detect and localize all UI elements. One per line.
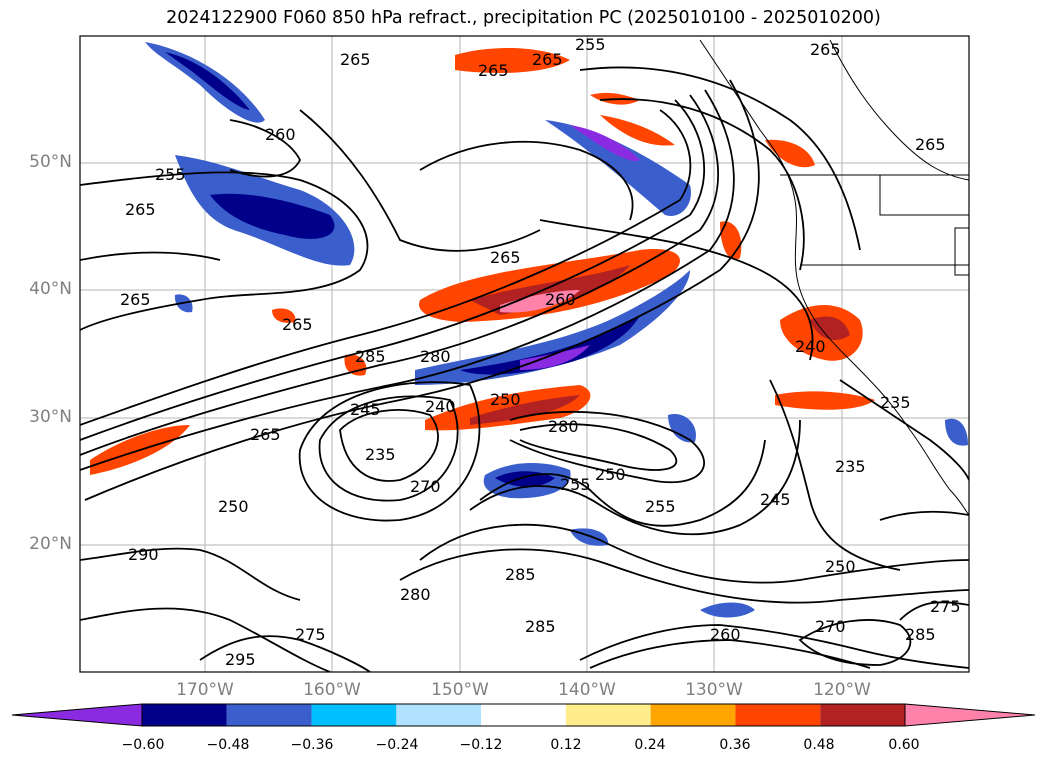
contour-label: 280 — [548, 417, 579, 436]
contour-label: 250 — [490, 390, 521, 409]
coastline — [699, 39, 969, 516]
colorbar-tick-label: 0.24 — [634, 737, 666, 753]
contour-label: 235 — [880, 393, 911, 412]
contour-label: 265 — [532, 50, 563, 69]
lon-label: 160°W — [303, 680, 361, 700]
refractivity-contours — [80, 66, 969, 672]
colorbar-extend-high — [904, 703, 1036, 727]
colorbar-extend-low — [11, 703, 143, 727]
map-title: 2024122900 F060 850 hPa refract., precip… — [166, 8, 881, 28]
contour-label: 260 — [545, 290, 576, 309]
contour-label: 255 — [575, 35, 606, 54]
contour-label: 235 — [835, 457, 866, 476]
colorbar-tick-label: −0.60 — [121, 737, 165, 753]
colorbar-swatch — [142, 704, 227, 726]
contour-label: 285 — [905, 625, 936, 644]
lon-label: 150°W — [431, 680, 489, 700]
contour-label: 275 — [295, 625, 326, 644]
contour-label: 265 — [810, 40, 841, 59]
colorbar-tick-label: −0.24 — [375, 737, 419, 753]
colorbar-frame — [141, 703, 906, 727]
contour-label: 240 — [795, 337, 826, 356]
contour-label: 265 — [250, 425, 281, 444]
contour-label: 255 — [155, 165, 186, 184]
contour-label: 295 — [225, 650, 256, 669]
contour-label: 245 — [760, 490, 791, 509]
colorbar-tick-label: 0.36 — [719, 737, 751, 753]
contour-label: 250 — [595, 465, 626, 484]
contour-label: 265 — [125, 200, 156, 219]
contour-label: 245 — [350, 400, 381, 419]
contour-label: 265 — [340, 50, 371, 69]
colorbar-tick-label: 0.60 — [888, 737, 920, 753]
lat-label: 30°N — [29, 407, 72, 427]
lat-label: 40°N — [29, 279, 72, 299]
plot-frame — [79, 35, 970, 673]
colorbar-swatch — [396, 704, 482, 726]
lon-label: 130°W — [685, 680, 743, 700]
contour-label: 265 — [282, 315, 313, 334]
colorbar-swatch — [820, 704, 905, 726]
colorbar-swatch — [650, 704, 736, 726]
colorbar-tick-label: −0.48 — [206, 737, 250, 753]
colorbar-swatch — [481, 704, 566, 726]
contour-label: 265 — [478, 61, 509, 80]
contour-label: 290 — [128, 545, 159, 564]
contour-label: 265 — [915, 135, 946, 154]
contour-label: 235 — [365, 445, 396, 464]
contour-label: 240 — [425, 397, 456, 416]
contour-labels: 265 265 265 255 260 255 265 265 265 265 … — [120, 35, 961, 669]
contour-label: 270 — [815, 617, 846, 636]
lon-label: 170°W — [176, 680, 234, 700]
contour-label: 275 — [930, 597, 961, 616]
contour-label: 265 — [120, 290, 151, 309]
colorbar-swatch — [565, 704, 651, 726]
contour-label: 260 — [710, 625, 741, 644]
colorbar-swatch — [226, 704, 312, 726]
contour-label: 285 — [355, 347, 386, 366]
contour-label: 280 — [400, 585, 431, 604]
colorbar — [11, 703, 1036, 727]
colorbar-tick-label: 0.12 — [550, 737, 582, 753]
lat-label: 50°N — [29, 152, 72, 172]
contour-label: 260 — [265, 125, 296, 144]
contour-label: 285 — [525, 617, 556, 636]
lon-label: 120°W — [813, 680, 871, 700]
lon-label: 140°W — [558, 680, 616, 700]
contour-label: 255 — [645, 497, 676, 516]
contour-label: 250 — [218, 497, 249, 516]
contour-label: 250 — [825, 557, 856, 576]
contour-label: 265 — [490, 248, 521, 267]
contour-label: 270 — [410, 477, 441, 496]
colorbar-tick-label: −0.12 — [459, 737, 503, 753]
contour-label: 285 — [505, 565, 536, 584]
colorbar-swatch — [311, 704, 397, 726]
contour-label: 280 — [420, 347, 451, 366]
colorbar-tick-label: 0.48 — [803, 737, 835, 753]
precip-shading — [90, 42, 968, 618]
colorbar-tick-label: −0.36 — [290, 737, 334, 753]
lat-label: 20°N — [29, 534, 72, 554]
colorbar-swatch — [735, 704, 821, 726]
contour-label: 255 — [560, 475, 591, 494]
